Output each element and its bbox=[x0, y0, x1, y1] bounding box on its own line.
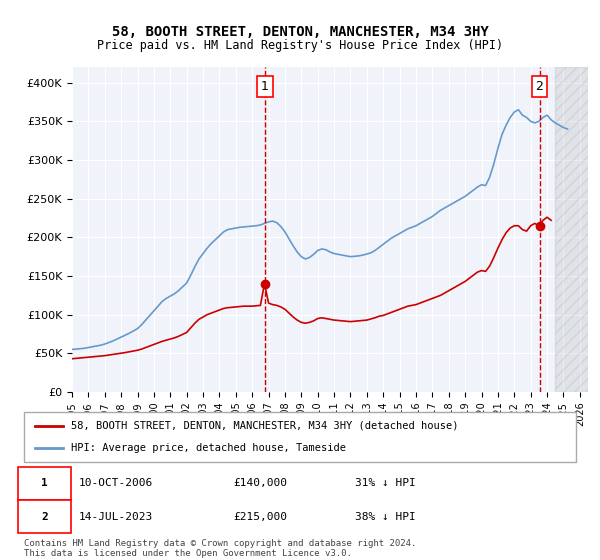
Text: 14-JUL-2023: 14-JUL-2023 bbox=[79, 511, 154, 521]
Bar bbox=[555, 67, 588, 392]
Text: 1: 1 bbox=[261, 80, 269, 93]
Text: £140,000: £140,000 bbox=[234, 478, 288, 488]
Text: 58, BOOTH STREET, DENTON, MANCHESTER, M34 3HY (detached house): 58, BOOTH STREET, DENTON, MANCHESTER, M3… bbox=[71, 421, 458, 431]
Text: 2: 2 bbox=[536, 80, 544, 93]
FancyBboxPatch shape bbox=[19, 467, 71, 500]
Text: 58, BOOTH STREET, DENTON, MANCHESTER, M34 3HY: 58, BOOTH STREET, DENTON, MANCHESTER, M3… bbox=[112, 25, 488, 39]
Text: Contains HM Land Registry data © Crown copyright and database right 2024.
This d: Contains HM Land Registry data © Crown c… bbox=[24, 539, 416, 558]
Text: 31% ↓ HPI: 31% ↓ HPI bbox=[355, 478, 416, 488]
Text: Price paid vs. HM Land Registry's House Price Index (HPI): Price paid vs. HM Land Registry's House … bbox=[97, 39, 503, 52]
Text: HPI: Average price, detached house, Tameside: HPI: Average price, detached house, Tame… bbox=[71, 443, 346, 453]
FancyBboxPatch shape bbox=[24, 412, 576, 462]
Text: 2: 2 bbox=[41, 511, 48, 521]
Text: 1: 1 bbox=[41, 478, 48, 488]
Text: £215,000: £215,000 bbox=[234, 511, 288, 521]
FancyBboxPatch shape bbox=[19, 501, 71, 533]
Text: 38% ↓ HPI: 38% ↓ HPI bbox=[355, 511, 416, 521]
Text: 10-OCT-2006: 10-OCT-2006 bbox=[79, 478, 154, 488]
